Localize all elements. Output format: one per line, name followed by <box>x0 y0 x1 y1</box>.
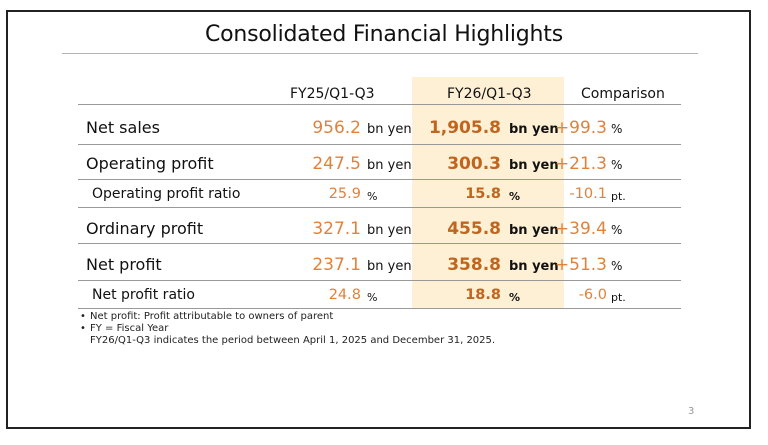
footnote-continuation: FY26/Q1-Q3 indicates the period between … <box>78 335 495 347</box>
header-divider <box>78 104 681 105</box>
fy26-value: 455.8 <box>447 219 501 239</box>
fy26-value: 358.8 <box>447 255 501 275</box>
bullet-icon: • <box>80 311 86 322</box>
row-divider <box>78 280 681 281</box>
fy26-highlight-column <box>412 77 564 308</box>
bullet-icon: • <box>80 323 86 334</box>
fy25-value: 24.8 <box>328 287 361 303</box>
row-label: Net profit ratio <box>92 287 195 303</box>
slide-frame <box>6 10 751 429</box>
comparison-value: -10.1 <box>569 186 607 202</box>
comparison-value: +21.3 <box>554 154 607 174</box>
fy25-unit: bn yen <box>367 158 412 173</box>
row-label: Net sales <box>86 118 160 137</box>
comparison-value: +99.3 <box>554 118 607 138</box>
fy25-unit: bn yen <box>367 223 412 238</box>
fy25-value: 25.9 <box>328 186 361 202</box>
fy25-unit: % <box>367 291 378 304</box>
row-label: Operating profit <box>86 154 214 173</box>
fy25-value: 327.1 <box>312 219 361 239</box>
row-divider <box>78 179 681 180</box>
footnote-item: • Net profit: Profit attributable to own… <box>78 311 495 323</box>
row-label: Operating profit ratio <box>92 186 241 202</box>
fy26-value: 18.8 <box>465 287 501 303</box>
comparison-unit: % <box>611 259 623 273</box>
comparison-value: -6.0 <box>578 287 607 303</box>
comparison-unit: pt. <box>611 190 626 203</box>
comparison-unit: % <box>611 223 623 237</box>
footnote-item: • FY = Fiscal Year <box>78 323 495 335</box>
fy25-value: 247.5 <box>312 154 361 174</box>
fy26-unit: % <box>509 190 521 203</box>
fy26-unit: bn yen <box>509 259 559 274</box>
comparison-value: +39.4 <box>554 219 607 239</box>
comparison-value: +51.3 <box>554 255 607 275</box>
comparison-unit: % <box>611 122 623 136</box>
slide-title: Consolidated Financial Highlights <box>205 22 563 47</box>
fy26-value: 15.8 <box>465 186 501 202</box>
table-bottom-divider <box>78 308 681 309</box>
comparison-unit: % <box>611 158 623 172</box>
fy26-value: 300.3 <box>447 154 501 174</box>
row-label: Ordinary profit <box>86 219 204 238</box>
page-number: 3 <box>688 406 695 417</box>
footnote-text: FY = Fiscal Year <box>90 323 169 334</box>
fy25-unit: % <box>367 190 378 203</box>
fy26-unit: bn yen <box>509 122 559 137</box>
column-header-fy26: FY26/Q1-Q3 <box>447 86 532 102</box>
footnote-text: FY26/Q1-Q3 indicates the period between … <box>90 335 496 346</box>
fy26-unit: % <box>509 291 521 304</box>
fy26-value: 1,905.8 <box>428 118 501 138</box>
fy25-value: 956.2 <box>312 118 361 138</box>
column-header-fy25: FY25/Q1-Q3 <box>290 86 375 102</box>
comparison-unit: pt. <box>611 291 626 304</box>
fy26-unit: bn yen <box>509 158 559 173</box>
row-divider <box>78 144 681 145</box>
row-divider <box>78 243 681 244</box>
column-header-comparison: Comparison <box>581 86 665 102</box>
fy25-value: 237.1 <box>312 255 361 275</box>
fy25-unit: bn yen <box>367 122 412 137</box>
footnotes: • Net profit: Profit attributable to own… <box>78 311 495 347</box>
fy26-unit: bn yen <box>509 223 559 238</box>
footnote-text: Net profit: Profit attributable to owner… <box>90 311 334 322</box>
row-label: Net profit <box>86 255 162 274</box>
fy25-unit: bn yen <box>367 259 412 274</box>
title-divider <box>62 53 698 54</box>
row-divider <box>78 207 681 208</box>
